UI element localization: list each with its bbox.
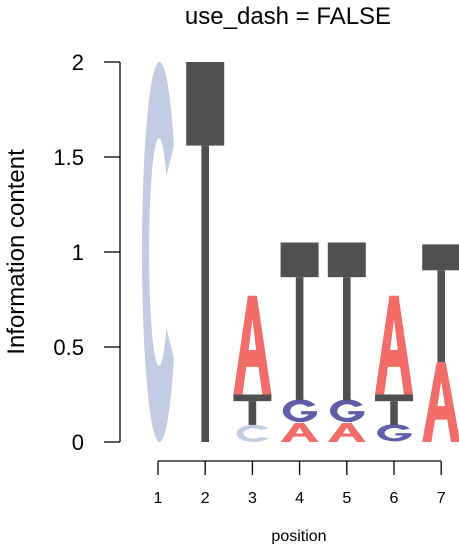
x-tick-label: 1 — [154, 490, 163, 507]
letter-t-pos-7 — [422, 244, 459, 363]
letter-g-pos-4 — [282, 399, 318, 423]
letter-c-pos-3 — [236, 424, 269, 442]
letter-a-pos-3 — [233, 295, 272, 395]
y-axis-label: Information content — [3, 149, 30, 355]
letter-a-pos-4 — [280, 423, 319, 442]
letter-g-pos-6 — [377, 424, 412, 442]
letter-t-pos-3 — [233, 394, 272, 425]
letter-t-pos-5 — [327, 242, 366, 401]
x-axis-label: position — [271, 528, 326, 544]
chart-title: use_dash = FALSE — [185, 3, 391, 30]
letter-t-pos-6 — [375, 394, 413, 425]
x-tick-label: 3 — [248, 490, 257, 507]
letter-t-pos-4 — [280, 242, 319, 401]
letter-a-pos-5 — [327, 423, 366, 442]
letter-c-pos-1 — [141, 61, 174, 443]
x-tick-label: 2 — [201, 490, 210, 507]
x-tick-label: 7 — [437, 490, 446, 507]
logo-letters — [141, 61, 459, 443]
y-tick-label: 0 — [72, 430, 84, 455]
y-tick-label: 2 — [72, 50, 84, 75]
y-tick-label: 1.5 — [53, 145, 84, 170]
letter-g-pos-5 — [329, 399, 365, 423]
letter-a-pos-6 — [375, 295, 413, 395]
x-tick-label: 6 — [390, 490, 399, 507]
x-tick-label: 4 — [295, 490, 304, 507]
y-axis: 0 0.5 1 1.5 2 — [53, 50, 121, 455]
letter-t-pos-2 — [186, 62, 225, 442]
y-tick-label: 0.5 — [53, 335, 84, 360]
x-tick-label: 5 — [342, 490, 351, 507]
x-axis: 1 2 3 4 5 6 7 — [154, 460, 446, 507]
y-tick-label: 1 — [72, 240, 84, 265]
letter-a-pos-7 — [422, 362, 459, 443]
